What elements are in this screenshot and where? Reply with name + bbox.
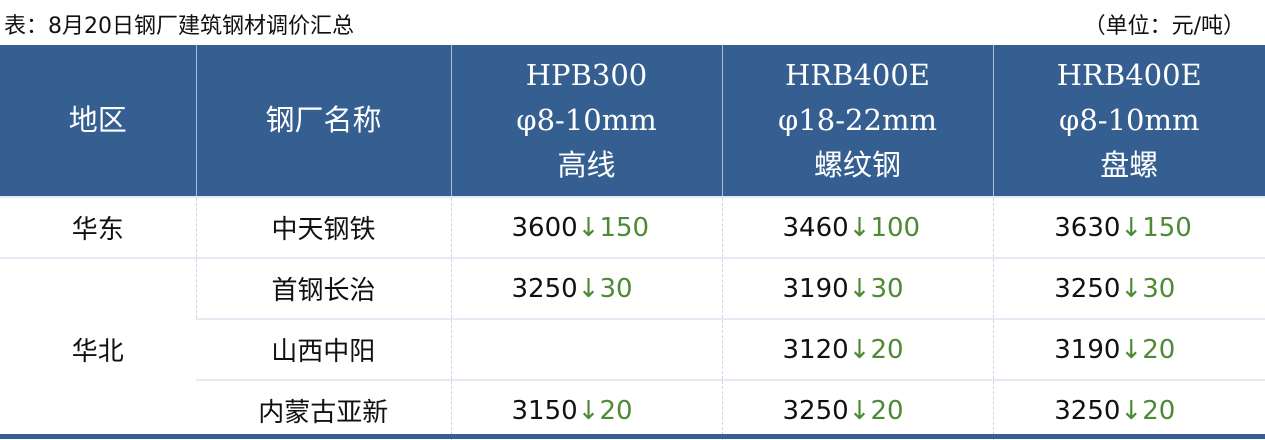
price-value: 3250 [1054, 396, 1120, 426]
price-value: 3250 [512, 274, 578, 304]
unit-label: （单位：元/吨） [1084, 8, 1245, 40]
header-line: 地区 [0, 98, 196, 143]
header-line: 高线 [452, 143, 722, 188]
price-cell: 3250↓30 [451, 258, 722, 319]
header-line: 钢厂名称 [197, 98, 451, 143]
header-rebar: HRB400E φ18-22mm 螺纹钢 [722, 45, 993, 197]
price-value: 3190 [1054, 335, 1120, 365]
region-cell: 华东 [0, 197, 196, 258]
price-cell: 3250↓20 [722, 380, 993, 440]
price-change: ↓150 [1120, 213, 1191, 243]
price-change: ↓20 [849, 396, 904, 426]
mill-cell: 首钢长治 [196, 258, 451, 319]
price-change: ↓30 [849, 274, 904, 304]
price-cell: 3460↓100 [722, 197, 993, 258]
price-cell: 3150↓20 [451, 380, 722, 440]
header-line: HRB400E [723, 53, 993, 98]
header-line: 盘螺 [994, 143, 1265, 188]
header-row: 地区 钢厂名称 HPB300 φ8-10mm 高线 HRB400E φ18-22… [0, 45, 1265, 197]
mill-cell: 山西中阳 [196, 319, 451, 380]
header-mill: 钢厂名称 [196, 45, 451, 197]
header-coil: HRB400E φ8-10mm 盘螺 [993, 45, 1265, 197]
price-value: 3120 [783, 335, 849, 365]
price-cell: 3120↓20 [722, 319, 993, 380]
price-cell: 3600↓150 [451, 197, 722, 258]
price-change: ↓30 [578, 274, 633, 304]
table-title: 表：8月20日钢厂建筑钢材调价汇总 [4, 8, 354, 40]
price-change: ↓150 [578, 213, 649, 243]
price-cell: 3190↓30 [722, 258, 993, 319]
header-hpb300: HPB300 φ8-10mm 高线 [451, 45, 722, 197]
price-cell [451, 319, 722, 380]
price-change: ↓20 [578, 396, 633, 426]
price-change: ↓20 [849, 335, 904, 365]
price-value: 3150 [512, 396, 578, 426]
header-region: 地区 [0, 45, 196, 197]
price-table: 地区 钢厂名称 HPB300 φ8-10mm 高线 HRB400E φ18-22… [0, 45, 1265, 440]
mill-cell: 内蒙古亚新 [196, 380, 451, 440]
price-change: ↓20 [1120, 335, 1175, 365]
price-value: 3460 [783, 213, 849, 243]
header-line: φ18-22mm [723, 98, 993, 143]
header-line: 螺纹钢 [723, 143, 993, 188]
header-line: HPB300 [452, 53, 722, 98]
bottom-border [0, 434, 1265, 439]
price-change: ↓100 [849, 213, 920, 243]
price-value: 3630 [1054, 213, 1120, 243]
price-cell: 3250↓20 [993, 380, 1265, 440]
price-value: 3250 [783, 396, 849, 426]
mill-cell: 中天钢铁 [196, 197, 451, 258]
price-change: ↓20 [1120, 396, 1175, 426]
price-value: 3190 [783, 274, 849, 304]
price-cell: 3630↓150 [993, 197, 1265, 258]
price-value: 3250 [1054, 274, 1120, 304]
price-cell: 3250↓30 [993, 258, 1265, 319]
price-cell: 3190↓20 [993, 319, 1265, 380]
header-line: HRB400E [994, 53, 1265, 98]
header-line: φ8-10mm [994, 98, 1265, 143]
header-line: φ8-10mm [452, 98, 722, 143]
price-value: 3600 [512, 213, 578, 243]
price-change: ↓30 [1120, 274, 1175, 304]
region-cell: 华北 [0, 258, 196, 440]
